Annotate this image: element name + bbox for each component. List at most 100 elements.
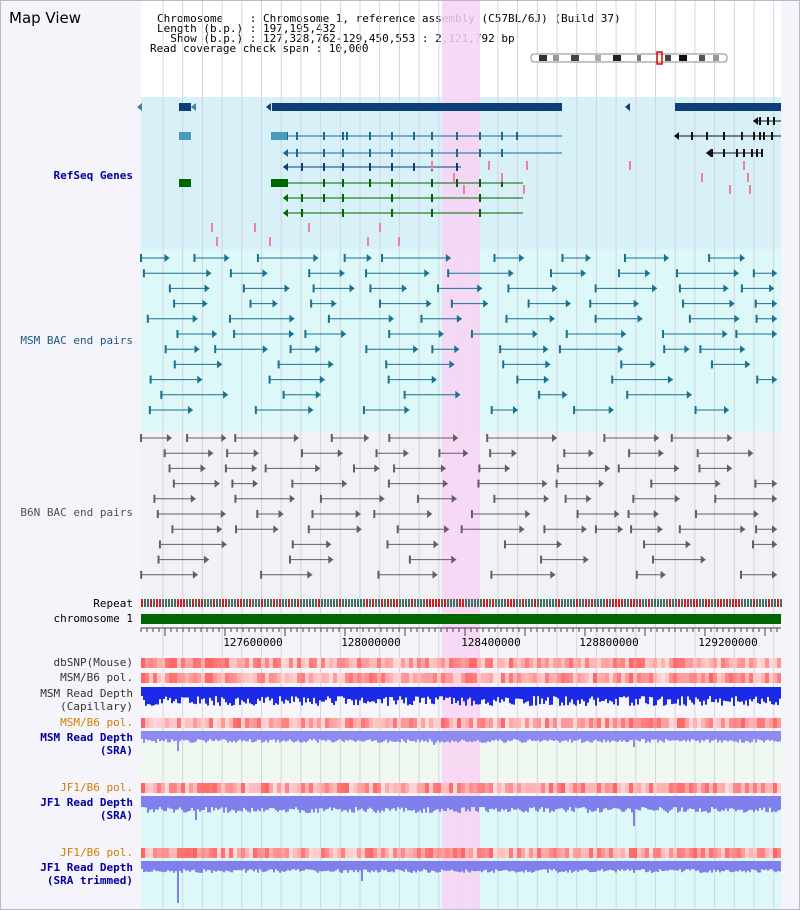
msm-bac-pairs[interactable] (140, 254, 777, 414)
jf1-b6-trim-heat-cell (249, 848, 253, 858)
msm-sra-depth-bar (241, 731, 243, 742)
jf1-b6-heat-cell (361, 783, 365, 793)
gene-row6-exon (342, 209, 344, 217)
jf1-sra-depth-bar (415, 796, 417, 813)
msm-pair-end (545, 360, 551, 369)
jf1-b6-trim-heat-cell (253, 848, 257, 858)
msm-cap-depth-bar (329, 687, 331, 699)
jf1-sra-depth-bar (509, 796, 511, 812)
gene-row2b-exon (761, 149, 763, 157)
msm-b6-heat-cell (189, 673, 193, 683)
msm-sra-depth-bar (239, 731, 241, 740)
msm-sra-depth-bar (581, 731, 583, 743)
jf1-b6-trim-heat-cell (405, 848, 409, 858)
jf1-b6-heat-cell (513, 783, 517, 793)
jf1-b6-heat-cell (301, 783, 305, 793)
msm-b6-heat-cell (697, 673, 701, 683)
jf1-trim-depth-bar (505, 861, 507, 870)
jf1-b6-trim-heat-cell (489, 848, 493, 858)
jf1-trim-depth-bar (259, 861, 261, 870)
jf1-sra-depth-bar (343, 796, 345, 811)
dbsnp-heat-cell (169, 658, 173, 668)
msm-cap-depth-bar (191, 687, 193, 703)
msm-cap-depth-bar (591, 687, 593, 697)
jf1-trim-depth-bar (583, 861, 585, 870)
jf1-sra-depth-bar (765, 796, 767, 812)
repeat-mark (549, 599, 551, 607)
msm-sra-depth-bar (309, 731, 311, 740)
jf1-trim-depth-bar (455, 861, 457, 872)
gene-row4-exon (342, 179, 344, 187)
msm-b6-sra-heat-cell (333, 718, 337, 728)
dbsnp-heat-cell (593, 658, 597, 668)
jf1-b6-trim-heat-cell (429, 848, 433, 858)
jf1-b6-trim-heat-cell (305, 848, 309, 858)
jf1-b6-heat-cell (741, 783, 745, 793)
msm-sra-depth-bar (209, 731, 211, 740)
chromosome-ideogram[interactable] (530, 51, 728, 65)
b6n-pair-end (540, 555, 543, 564)
jf1-sra-depth-bar (677, 796, 679, 813)
msm-sra-depth-bar (149, 731, 151, 740)
msm-b6-heat-cell (777, 673, 781, 683)
repeat-mark (360, 599, 362, 607)
b6n-pair-end (696, 449, 699, 458)
repeat-mark (333, 599, 335, 607)
msm-pair-end (561, 254, 564, 262)
gene-row1-exon (346, 132, 348, 140)
msm-sra-depth-bar (595, 731, 597, 740)
jf1-b6-trim-heat-cell (297, 848, 301, 858)
repeat-mark (720, 599, 722, 607)
jf1-sra-depth-bar (167, 796, 169, 808)
msm-b6-sra-heat-cell (373, 718, 377, 728)
msm-pair-end (538, 390, 541, 399)
b6n-pair-end (289, 494, 295, 503)
track-label-msm-b6-pol-2: MSM/B6 pol. (60, 716, 133, 729)
msm-sra-depth-bar (543, 731, 545, 740)
jf1-trim-depth-bar (373, 861, 375, 872)
b6n-pair-end (291, 540, 294, 549)
dbsnp-heat-cell (349, 658, 353, 668)
msm-cap-depth-bar (337, 687, 339, 697)
msm-sra-depth-bar (175, 731, 177, 741)
msm-sra-depth-bar (185, 731, 187, 740)
msm-pair-end (173, 299, 176, 308)
jf1-b6-trim-heat-cell (521, 848, 525, 858)
msm-cap-depth-bar (321, 687, 323, 702)
jf1-trim-depth-bar (325, 861, 327, 872)
msm-b6-sra-heat-cell (305, 718, 309, 728)
dbsnp-heat-cell (197, 658, 201, 668)
refseq-gene-features[interactable] (137, 103, 781, 246)
msm-b6-heat-cell (361, 673, 365, 683)
jf1-b6-heat-cell (433, 783, 437, 793)
jf1-trim-depth-bar (707, 861, 709, 873)
jf1-trim-depth-bar (253, 861, 255, 872)
b6n-bac-pairs[interactable] (140, 434, 777, 579)
jf1-b6-heat-cell (365, 783, 369, 793)
msm-b6-sra-heat-cell (729, 718, 733, 728)
msm-b6-heat-cell (277, 673, 281, 683)
msm-pair-end (772, 375, 777, 384)
msm-sra-depth-bar (223, 731, 225, 740)
msm-pair-end (626, 390, 629, 399)
msm-sra-depth-bar (297, 731, 299, 741)
msm-sra-depth-bar (489, 731, 491, 743)
dbsnp-heat-cell (265, 658, 269, 668)
msm-cap-depth-bar (315, 687, 317, 704)
gene-row4-exon (391, 179, 393, 187)
repeat-mark (759, 599, 761, 607)
msm-pair-end (378, 299, 381, 308)
msm-cap-depth-bar (485, 687, 487, 704)
dbsnp-heat-cell (457, 658, 461, 668)
msm-cap-depth-bar (455, 687, 457, 704)
jf1-sra-depth-bar (431, 796, 433, 813)
b6n-pair-end (264, 464, 267, 473)
jf1-b6-trim-heat-cell (313, 848, 317, 858)
track-label-jf1-depth-trim-sub: (SRA trimmed) (46, 874, 133, 887)
msm-sra-depth-bar (631, 731, 633, 740)
msm-pair-end (288, 330, 294, 338)
gene-row6-exon (391, 209, 393, 217)
dbsnp-heat-cell (765, 658, 769, 668)
jf1-sra-depth-bar (459, 796, 461, 813)
